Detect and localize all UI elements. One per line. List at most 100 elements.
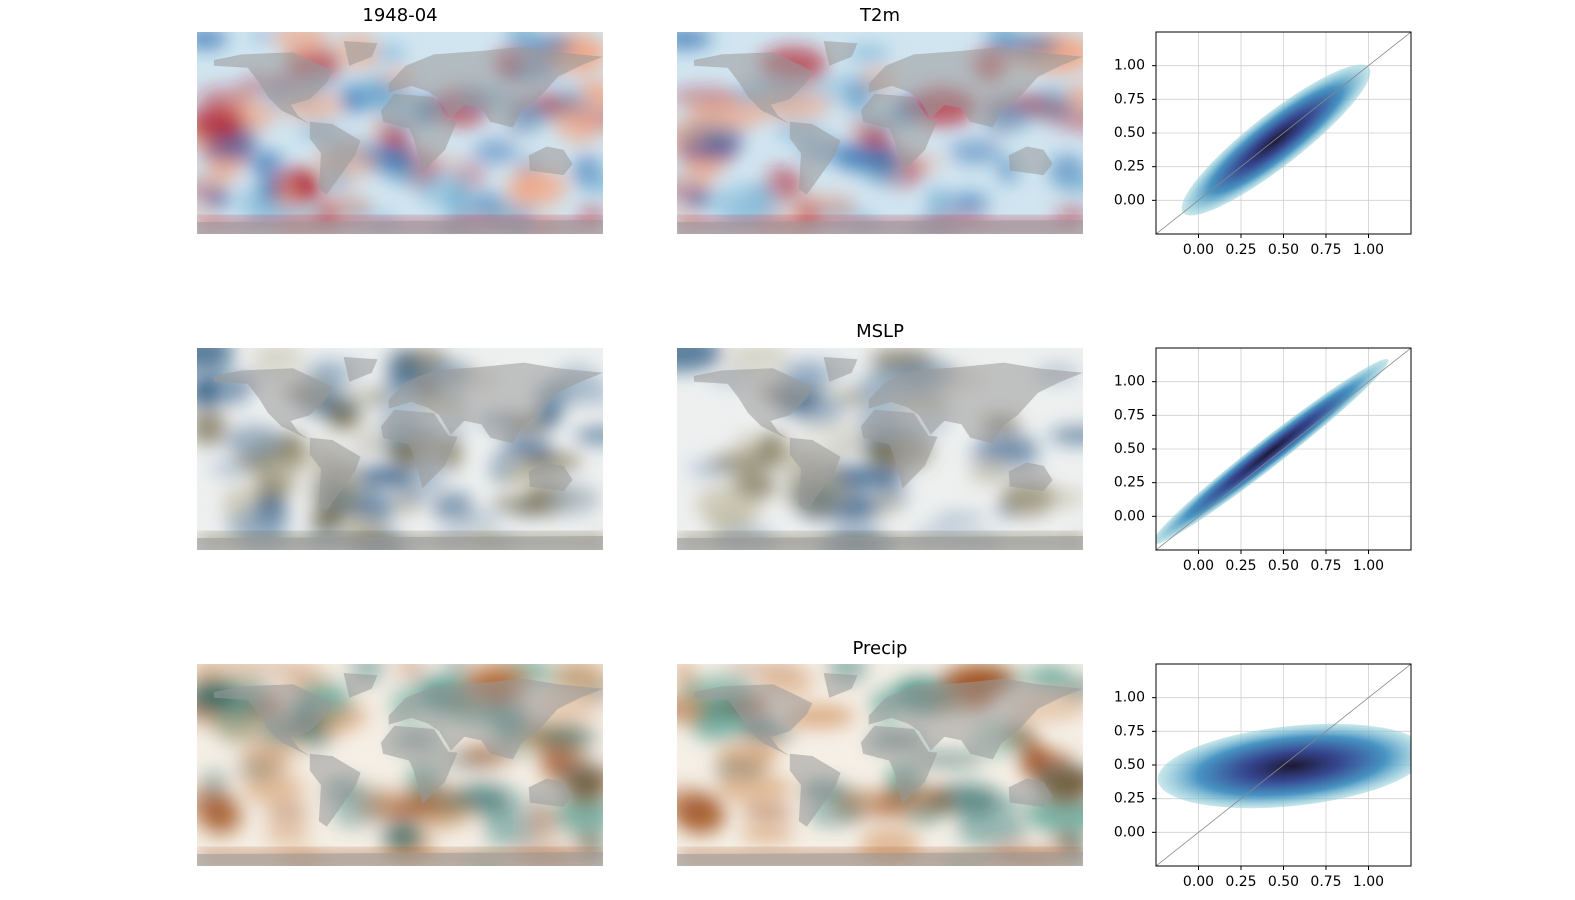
map-blob	[1021, 751, 1073, 767]
map-blob	[739, 825, 796, 842]
scatter-panel: 0.00 0.25 0.50 0.75 1.00 0.00 0.25 0.50 0.75 1.00	[1114, 663, 1412, 890]
x-tick-label: 0.75	[1310, 874, 1341, 890]
map-blob	[797, 192, 857, 219]
y-tick-label: 0.00	[1114, 508, 1145, 524]
map-blob	[563, 768, 603, 807]
y-tick-label: 0.75	[1114, 91, 1145, 107]
x-tick-label: 0.50	[1268, 874, 1299, 890]
map-blob	[690, 707, 741, 743]
map-blob	[431, 490, 475, 523]
map-blob	[956, 809, 1028, 849]
map-blob	[926, 187, 949, 216]
map-blob	[546, 751, 589, 767]
map-blob	[534, 726, 598, 748]
map-blob	[871, 495, 900, 518]
map-blob	[264, 825, 311, 842]
map-blob	[548, 483, 599, 516]
map-blob	[677, 175, 710, 205]
map-blob	[1015, 490, 1083, 507]
map-blob	[553, 664, 603, 691]
hexbin-density	[1156, 348, 1411, 550]
map-blob	[564, 392, 603, 405]
map-blob	[382, 821, 424, 854]
x-tick-label: 0.50	[1268, 558, 1299, 574]
y-tick-label: 0.00	[1114, 824, 1145, 840]
map-blob	[677, 787, 717, 820]
x-tick-label: 0.25	[1225, 874, 1256, 890]
x-tick-label: 0.50	[1268, 242, 1299, 258]
map-blob	[809, 75, 888, 105]
hexbin-density	[1156, 664, 1411, 866]
x-tick-label: 1.00	[1353, 558, 1384, 574]
map-blob	[574, 427, 603, 445]
map-blob	[197, 348, 234, 372]
x-tick-label: 0.75	[1310, 558, 1341, 574]
x-tick-label: 0.00	[1183, 558, 1214, 574]
map-blob	[695, 484, 764, 525]
y-tick-label: 0.00	[1114, 192, 1145, 208]
map-title: MSLP	[856, 321, 904, 342]
map-blob	[257, 177, 282, 203]
map-blob	[1055, 205, 1083, 222]
map-blob	[242, 773, 305, 804]
map-blob	[483, 809, 541, 849]
map-blob	[726, 348, 789, 375]
map-blob	[417, 169, 471, 209]
hexbin-density	[1156, 32, 1411, 234]
map	[677, 664, 1083, 866]
y-tick-label: 0.75	[1114, 407, 1145, 423]
map-blob	[948, 138, 1003, 165]
map-blob	[207, 159, 240, 183]
map-blob	[197, 106, 246, 141]
y-tick-label: 1.00	[1114, 58, 1145, 74]
map-blob	[248, 150, 285, 177]
map-blob	[677, 87, 744, 107]
map-blob	[968, 462, 1010, 486]
map-blob	[834, 144, 899, 173]
map-blob	[505, 171, 542, 206]
map-blob	[1032, 84, 1074, 122]
map-blob	[252, 348, 304, 375]
map-title: Precip	[853, 638, 908, 659]
map-blob	[197, 32, 228, 49]
x-tick-label: 0.00	[1183, 242, 1214, 258]
x-tick-label: 1.00	[1353, 242, 1384, 258]
map-blob	[946, 192, 990, 215]
map-blob	[685, 159, 722, 183]
map-blob	[847, 44, 891, 62]
x-tick-label: 1.00	[1353, 874, 1384, 890]
map-blob	[224, 425, 284, 459]
y-tick-label: 0.50	[1114, 441, 1145, 457]
identity-line	[1156, 32, 1411, 234]
map-blob	[488, 453, 511, 484]
map-blob	[392, 495, 419, 518]
x-tick-label: 0.00	[1183, 874, 1214, 890]
map-blob	[367, 486, 391, 526]
map-blob	[444, 664, 470, 679]
map	[197, 664, 603, 866]
density-cloud	[1157, 723, 1411, 809]
map-blob	[265, 805, 311, 819]
map-blob	[578, 80, 603, 100]
map-blob	[933, 512, 986, 526]
map-blob	[327, 400, 360, 429]
map	[197, 348, 603, 550]
map-blob	[197, 175, 226, 205]
x-tick-label: 0.75	[1310, 242, 1341, 258]
map-blob	[581, 175, 603, 193]
map-blob	[275, 32, 327, 57]
map-blob	[677, 122, 706, 149]
map-blob	[252, 32, 276, 42]
map-blob	[744, 186, 772, 200]
map-blob	[357, 465, 417, 488]
map-blob	[397, 664, 426, 681]
map-blob	[197, 787, 232, 820]
map-blob	[685, 100, 765, 131]
map-blob	[1058, 175, 1083, 193]
y-tick-label: 0.25	[1114, 475, 1145, 491]
map-blob	[378, 800, 442, 820]
y-tick-label: 0.50	[1114, 757, 1145, 773]
map-blob	[503, 432, 553, 459]
map-blob	[197, 377, 219, 407]
